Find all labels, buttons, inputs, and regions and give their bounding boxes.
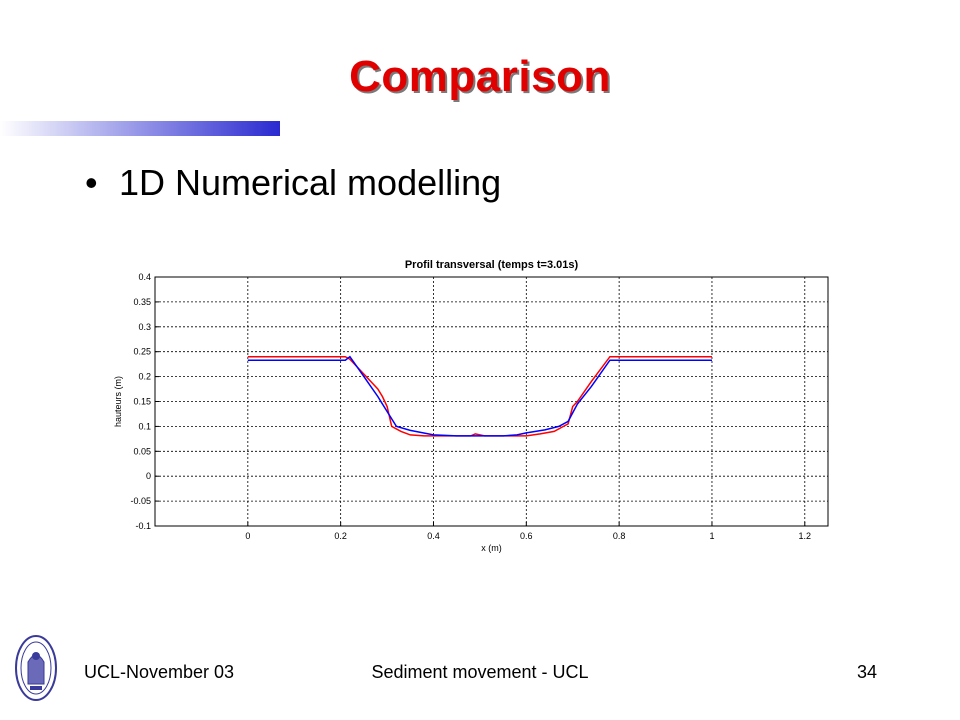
plot-frame <box>154 276 829 527</box>
y-tick-label: 0.35 <box>133 297 151 307</box>
x-tick-label: 0.6 <box>520 531 533 541</box>
y-axis-label: hauteurs (m) <box>113 376 123 427</box>
series-line-blue <box>247 355 712 437</box>
series-line-red <box>247 355 712 437</box>
y-tick-label: 0.25 <box>133 347 151 357</box>
university-seal-icon <box>15 635 57 701</box>
chart-title: Profil transversal (temps t=3.01s) <box>405 259 579 271</box>
profile-chart: 0 0.2 0.4 0.6 0.8 1 1.2 -0.1 -0.05 0 0.05 0.1 0.15 0.… <box>113 259 829 553</box>
x-tick-label: 0.4 <box>427 531 440 541</box>
y-tick-label: 0.2 <box>138 372 151 382</box>
page-number: 34 <box>857 662 878 682</box>
y-tick-label: 0.15 <box>133 397 151 407</box>
x-tick-label: 0 <box>245 531 250 541</box>
bullet-text: 1D Numerical modelling <box>119 162 502 203</box>
y-tick-label: 0 <box>146 471 151 481</box>
x-tick-label: 0.8 <box>613 531 626 541</box>
x-tick-label: 1 <box>709 531 714 541</box>
y-tick-label: 0.1 <box>138 421 151 431</box>
title-gradient-bar <box>0 121 280 136</box>
y-tick-label: -0.05 <box>130 496 151 506</box>
slide-title: Comparison <box>349 52 611 101</box>
y-tick-label: 0.3 <box>138 322 151 332</box>
y-tick-label: -0.1 <box>135 521 151 531</box>
bullet-item: • 1D Numerical modelling <box>85 162 501 204</box>
y-tick-label: 0.4 <box>138 272 151 282</box>
x-axis-label: x (m) <box>481 543 502 553</box>
bullet-dot: • <box>85 162 98 203</box>
y-tick-label: 0.05 <box>133 446 151 456</box>
x-tick-label: 0.2 <box>334 531 347 541</box>
footer-date: UCL-November 03 <box>84 662 235 682</box>
footer-title: Sediment movement - UCL <box>371 662 589 682</box>
x-tick-label: 1.2 <box>799 531 812 541</box>
